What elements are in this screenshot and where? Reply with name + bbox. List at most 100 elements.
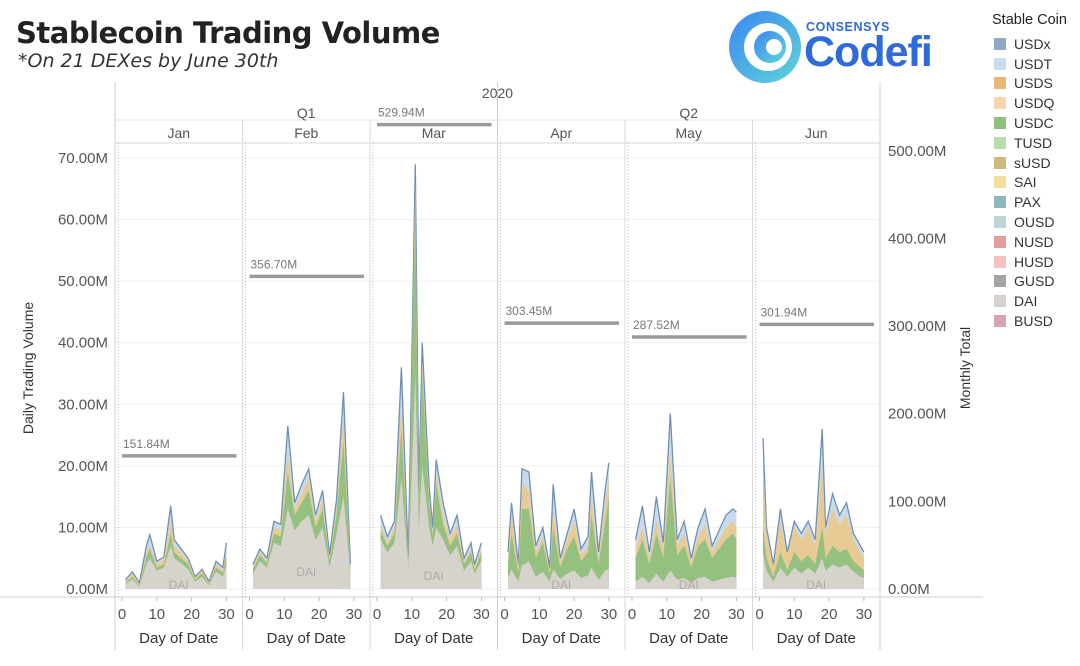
codefi-wordmark: Codefi [804, 28, 933, 76]
legend-swatch [994, 57, 1006, 70]
legend-swatch [994, 275, 1006, 288]
y-tick-label: 30.00M [58, 396, 108, 413]
legend-item-gusd[interactable]: GUSD [990, 272, 1078, 292]
monthly-total-label: 151.84M [123, 437, 170, 451]
x-tick-label: 30 [473, 606, 490, 623]
y-axis-title: Daily Trading Volume [20, 302, 36, 435]
legend-label: BUSD [1014, 313, 1053, 330]
dai-area-feb [253, 496, 351, 589]
dai-area-jan [125, 545, 227, 589]
legend-item-husd[interactable]: HUSD [990, 252, 1078, 272]
y2-tick-label: 200.00M [888, 406, 946, 423]
total-line-feb [252, 391, 352, 565]
y2-axis-title: Monthly Total [957, 327, 973, 409]
x-tick-label: 0 [500, 606, 508, 623]
x-tick-label: 10 [403, 606, 420, 623]
legend-label: USDT [1014, 55, 1053, 72]
legend-label: NUSD [1014, 233, 1054, 250]
y-tick-label: 60.00M [58, 212, 108, 229]
legend-swatch [994, 97, 1006, 110]
codefi-logo: CONSENSYS Codefi [728, 10, 968, 84]
month-header-may: May [676, 125, 702, 141]
legend-item-pax[interactable]: PAX [990, 192, 1078, 212]
x-tick-label: 10 [786, 606, 803, 623]
legend-label: SAI [1014, 174, 1037, 191]
monthly-total-label: 356.70M [251, 257, 298, 271]
legend-item-tusd[interactable]: TUSD [990, 133, 1078, 153]
x-axis-title: Day of Date [522, 630, 601, 647]
dai-area-apr [508, 561, 609, 589]
x-axis-title: Day of Date [267, 630, 346, 647]
legend: Stable Coin USDx USDT USDS USDQ USDC TUSD sUSD… [990, 12, 1078, 331]
dai-area-label: DAI [424, 569, 444, 583]
x-tick-label: 10 [658, 606, 675, 623]
legend-label: OUSD [1014, 214, 1055, 231]
x-axis-title: Day of Date [649, 630, 728, 647]
legend-label: HUSD [1014, 253, 1054, 270]
month-header-jun: Jun [805, 125, 828, 141]
legend-swatch [994, 77, 1006, 90]
x-tick-label: 10 [148, 606, 165, 623]
legend-title: Stable Coin [992, 12, 1067, 28]
total-line-jan [125, 505, 228, 585]
y2-tick-label: 300.00M [888, 318, 946, 335]
legend-item-dai[interactable]: DAI [990, 291, 1078, 311]
x-tick-label: 10 [276, 606, 293, 623]
y-tick-label: 10.00M [58, 519, 108, 536]
x-tick-label: 30 [728, 606, 745, 623]
x-tick-label: 20 [566, 606, 583, 623]
month-header-mar: Mar [422, 125, 446, 141]
dai-area-label: DAI [806, 578, 826, 592]
legend-swatch [994, 255, 1006, 268]
y-tick-label: 0.00M [66, 581, 108, 598]
y-tick-label: 70.00M [58, 150, 108, 167]
quarter-header-q2: Q2 [679, 105, 698, 121]
total-line-mar [379, 164, 483, 565]
legend-label: PAX [1014, 194, 1041, 211]
legend-item-usdc[interactable]: USDC [990, 113, 1078, 133]
x-tick-label: 20 [821, 606, 838, 623]
month-header-jan: Jan [167, 125, 190, 141]
chart-subtitle: *On 21 DEXes by June 30th [18, 50, 279, 72]
x-tick-label: 30 [346, 606, 363, 623]
legend-label: USDC [1014, 115, 1054, 132]
legend-label: USDS [1014, 75, 1053, 92]
month-header-apr: Apr [550, 125, 572, 141]
legend-item-usds[interactable]: USDS [990, 74, 1078, 94]
dai-area-jun [763, 552, 864, 589]
legend-item-usdx[interactable]: USDx [990, 34, 1078, 54]
legend-item-ousd[interactable]: OUSD [990, 212, 1078, 232]
y2-tick-label: 0.00M [888, 581, 930, 598]
dai-area-mar [380, 373, 482, 589]
x-tick-label: 30 [601, 606, 618, 623]
monthly-total-label: 303.45M [506, 304, 553, 318]
legend-item-usdt[interactable]: USDT [990, 54, 1078, 74]
usdc-area-apr [508, 496, 609, 589]
x-tick-label: 20 [693, 606, 710, 623]
legend-swatch [994, 37, 1006, 50]
x-tick-label: 30 [218, 606, 235, 623]
x-axis-title: Day of Date [777, 630, 856, 647]
x-tick-label: 0 [755, 606, 763, 623]
legend-swatch [994, 156, 1006, 169]
x-tick-label: 20 [438, 606, 455, 623]
legend-item-usdq[interactable]: USDQ [990, 93, 1078, 113]
x-tick-label: 0 [118, 606, 126, 623]
legend-item-busd[interactable]: BUSD [990, 311, 1078, 331]
legend-item-nusd[interactable]: NUSD [990, 232, 1078, 252]
legend-swatch [994, 176, 1006, 189]
monthly-total-label: 529.94M [378, 106, 425, 120]
monthly-total-label: 287.52M [633, 318, 680, 332]
legend-item-susd[interactable]: sUSD [990, 153, 1078, 173]
legend-swatch [994, 315, 1006, 328]
x-tick-label: 0 [628, 606, 636, 623]
dai-area-label: DAI [169, 578, 189, 592]
x-tick-label: 20 [311, 606, 328, 623]
monthly-total-label: 301.94M [761, 305, 808, 319]
x-axis-title: Day of Date [394, 630, 473, 647]
legend-label: USDQ [1014, 95, 1055, 112]
legend-label: GUSD [1014, 273, 1055, 290]
x-tick-label: 0 [373, 606, 381, 623]
dai-area-may [635, 570, 737, 589]
legend-item-sai[interactable]: SAI [990, 173, 1078, 193]
